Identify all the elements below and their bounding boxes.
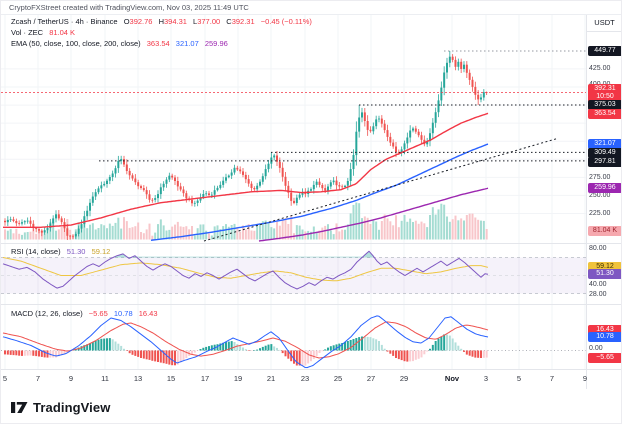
price-axis-currency-label: USDT <box>594 18 615 27</box>
price-tick-label: 225.00 <box>589 210 611 217</box>
open-label: O <box>123 17 130 26</box>
price-axis-badge: 309.49 <box>588 148 621 158</box>
close-label: C <box>226 17 232 26</box>
tradingview-logo-icon <box>11 402 28 413</box>
volume-legend-row[interactable]: Vol · ZEC 81.04 K <box>11 28 79 38</box>
volume-series <box>4 202 488 240</box>
rsi-legend-row[interactable]: RSI (14, close) 51.30 59.12 <box>11 247 114 257</box>
rsi-line <box>2 250 489 290</box>
price-axis-badge: 375.03 <box>588 100 621 110</box>
macd-pane <box>1 315 586 369</box>
volume-label: Vol · ZEC <box>11 28 44 37</box>
attribution-text: CryptoFXStreet created with TradingView.… <box>9 3 249 12</box>
price-axis-badge: 259.96 <box>588 183 621 193</box>
price-axis-badge: 392.31 10:50 <box>588 84 621 102</box>
time-tick-label: 17 <box>200 374 210 383</box>
macd-title: MACD (12, 26, close) <box>11 309 83 318</box>
time-tick-label: 29 <box>399 374 409 383</box>
price-axis-badge: 10.78 <box>588 332 621 342</box>
attribution-bar: CryptoFXStreet created with TradingView.… <box>1 1 621 15</box>
price-tick-label: 250.00 <box>589 192 611 199</box>
ema200-line <box>258 187 489 242</box>
time-tick-label: 3 <box>483 374 489 383</box>
ema50-value: 363.54 <box>146 39 170 48</box>
open-value: 392.76 <box>129 17 153 26</box>
symbol-title: Zcash / TetherUS · 4h · Binance <box>11 17 118 26</box>
price-axis-badge: 16.43 <box>588 325 621 335</box>
time-tick-label: 9 <box>68 374 74 383</box>
time-tick-label: 13 <box>133 374 143 383</box>
time-tick-label: 7 <box>35 374 41 383</box>
time-tick-label: 11 <box>101 374 109 383</box>
grid-lines <box>1 15 586 369</box>
rsi-title: RSI (14, close) <box>11 247 61 256</box>
tradingview-brand-text: TradingView <box>33 400 111 415</box>
time-tick-label: 5 <box>2 374 8 383</box>
change-value: −0.45 (−0.11%) <box>260 17 312 26</box>
price-axis-badge: −5.65 <box>588 353 621 363</box>
ema-legend-row[interactable]: EMA (50, close, 100, close, 200, close) … <box>11 39 232 49</box>
rsi-pane <box>1 250 586 294</box>
macd-hist-value: −5.65 <box>88 309 108 318</box>
price-axis-badge: 81.04 K <box>588 226 621 236</box>
time-tick-label: 19 <box>233 374 243 383</box>
time-tick-label: 5 <box>516 374 522 383</box>
macd-signal-value: 16.43 <box>138 309 158 318</box>
macd-tick-label: 0.00 <box>589 345 603 352</box>
price-levels <box>1 50 586 242</box>
time-tick-label: 21 <box>266 374 276 383</box>
time-tick-label: 7 <box>549 374 555 383</box>
low-label: L <box>193 17 198 26</box>
price-axis-badge: 51.30 <box>588 269 621 279</box>
tradingview-logo[interactable]: TradingView <box>11 400 110 415</box>
price-axis-badge: 321.07 <box>588 139 621 149</box>
high-label: H <box>158 17 164 26</box>
macd-line-value: 10.78 <box>113 309 133 318</box>
time-tick-label: 27 <box>366 374 376 383</box>
time-tick-label: 9 <box>582 374 588 383</box>
symbol-legend-row[interactable]: Zcash / TetherUS · 4h · Binance O392.76 … <box>11 17 316 27</box>
candlestick-series <box>4 51 488 240</box>
ema-label: EMA (50, close, 100, close, 200, close) <box>11 39 141 48</box>
macd-signal-line <box>2 321 489 359</box>
rsi-overbought-fill <box>114 251 374 258</box>
price-tick-label: 425.00 <box>589 65 611 72</box>
macd-legend-row[interactable]: MACD (12, 26, close) −5.65 10.78 16.43 <box>11 309 162 319</box>
time-tick-label: 25 <box>333 374 343 383</box>
rsi-value: 51.30 <box>66 247 86 256</box>
ema50-line <box>3 112 489 229</box>
volume-value: 81.04 K <box>49 28 76 37</box>
countdown-timer: 10:50 <box>596 93 614 100</box>
ema-lines <box>3 112 489 242</box>
rsi-ma-value: 59.12 <box>91 247 111 256</box>
rsi-tick-label: 80.00 <box>589 245 607 252</box>
low-value: 377.00 <box>197 17 221 26</box>
rsi-tick-label: 28.00 <box>589 291 607 298</box>
panel-separators <box>1 15 621 389</box>
high-value: 394.31 <box>164 17 187 26</box>
ema100-value: 321.07 <box>175 39 199 48</box>
price-axis-badge: 449.77 <box>588 46 621 56</box>
macd-line <box>2 315 489 369</box>
price-axis-badge: 59.12 <box>588 262 621 272</box>
time-axis[interactable]: 5 7 9 11 13 15 17 19 21 23 25 27 29 Nov 3 5 7 9 <box>1 374 621 386</box>
price-axis-badge: 297.81 <box>588 157 621 167</box>
close-value: 392.31 <box>231 17 255 26</box>
time-tick-label: 15 <box>166 374 176 383</box>
price-tick-label: 275.00 <box>589 174 611 181</box>
ema200-value: 259.96 <box>204 39 228 48</box>
rsi-tick-label: 40.00 <box>589 281 607 288</box>
price-axis-badge: 363.54 <box>588 109 621 119</box>
ema100-line <box>150 143 489 241</box>
time-tick-label: 23 <box>300 374 310 383</box>
time-tick-label: Nov <box>444 374 460 383</box>
